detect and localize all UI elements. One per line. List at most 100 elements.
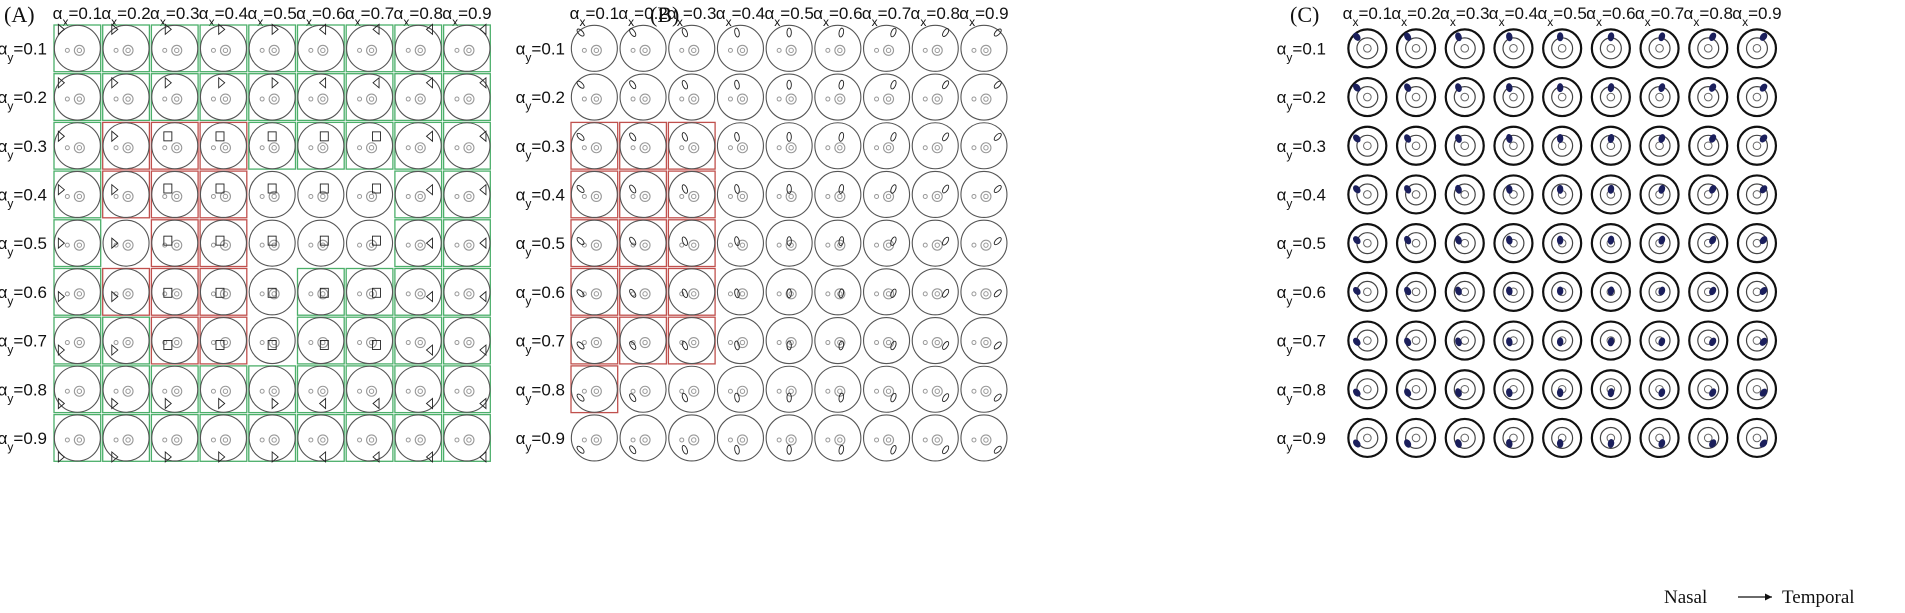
- optic-disc: [874, 242, 880, 248]
- stimulus-blob: [1759, 83, 1768, 92]
- axis-subscript: x: [257, 15, 263, 29]
- equals-sign: =: [531, 137, 541, 156]
- inner-ring: [1745, 37, 1768, 60]
- fovea-dot: [983, 388, 989, 394]
- inner-ring: [1551, 37, 1574, 60]
- fovea-dot: [320, 437, 326, 443]
- receptive-field-mark: [890, 445, 897, 455]
- fovea-dot: [271, 193, 277, 200]
- visual-field-circle: [248, 316, 296, 365]
- equals-sign: =: [263, 4, 273, 23]
- grid-cell: [394, 316, 443, 365]
- stimulus-blob: [1556, 184, 1564, 194]
- fovea-ring: [639, 190, 651, 202]
- stimulus-blob: [1404, 134, 1412, 143]
- axis-value: 0.8: [541, 380, 565, 399]
- visual-field-circle: [394, 365, 442, 413]
- stimulus-blob: [1506, 184, 1513, 194]
- grid-cell: [296, 23, 345, 73]
- fovea-ring: [931, 336, 943, 349]
- receptive-field-mark: [890, 80, 897, 90]
- fovea-dot: [417, 47, 423, 54]
- fovea-dot: [739, 291, 746, 297]
- fovea-dot: [222, 47, 229, 54]
- receptive-field-mark: [734, 184, 740, 194]
- visual-field-circle: [765, 24, 813, 72]
- fovea-ring: [219, 288, 231, 300]
- center-ring: [1752, 238, 1762, 248]
- alpha-symbol: α: [516, 185, 526, 204]
- inner-ring: [1599, 426, 1622, 449]
- grid-cell: [1444, 174, 1485, 215]
- visual-field-circle: [53, 122, 101, 170]
- inner-ring: [1697, 329, 1720, 352]
- center-ring: [1411, 190, 1421, 199]
- outer-ring: [1395, 369, 1437, 410]
- fovea-dot: [983, 339, 989, 346]
- stimulus-blob: [1353, 337, 1361, 346]
- receptive-field-mark: [372, 397, 380, 410]
- stimulus-blob: [1556, 388, 1564, 398]
- visual-field-circle: [960, 268, 1008, 316]
- receptive-field-mark: [942, 445, 950, 455]
- grid-cell: [1444, 417, 1485, 459]
- visual-field-circle: [151, 414, 199, 462]
- equals-sign: =: [13, 380, 23, 399]
- inner-ring: [1453, 183, 1476, 206]
- grid-cell: [102, 316, 151, 365]
- alpha-symbol: α: [862, 4, 872, 23]
- grid-cell: [248, 219, 296, 267]
- optic-disc: [64, 145, 70, 151]
- equals-sign: =: [926, 4, 936, 23]
- stimulus-blob: [1658, 235, 1666, 245]
- optic-disc: [581, 193, 587, 199]
- grid-cell: [102, 413, 151, 463]
- fovea-dot: [739, 437, 746, 443]
- fovea-dot: [885, 47, 892, 54]
- grid-cell: [102, 73, 151, 122]
- axis-subscript: y: [525, 343, 531, 357]
- visual-field-circle: [570, 73, 618, 121]
- axis-subscript: y: [7, 294, 13, 308]
- fovea-ring: [590, 44, 602, 56]
- fovea-ring: [980, 434, 992, 446]
- fovea-dot: [417, 291, 423, 297]
- fovea-ring: [639, 93, 651, 105]
- visual-field-circle: [619, 170, 667, 218]
- receptive-field-mark: [164, 23, 172, 36]
- stimulus-blob: [1556, 133, 1564, 143]
- receptive-field-mark: [372, 131, 381, 142]
- receptive-field-mark: [479, 344, 487, 357]
- alpha-symbol: α: [345, 4, 355, 23]
- grid-cell: [1688, 174, 1729, 215]
- receptive-field-mark: [993, 132, 1002, 141]
- center-ring: [1460, 433, 1470, 443]
- fovea-dot: [837, 193, 843, 200]
- stimulus-blob: [1759, 439, 1768, 448]
- visual-field-circle: [960, 365, 1008, 413]
- grid-cell: [960, 268, 1008, 316]
- fovea-dot: [368, 339, 375, 346]
- grid-cell: [911, 316, 959, 365]
- receptive-field-mark: [838, 79, 845, 90]
- fovea-dot: [222, 193, 229, 200]
- grid-cell: [667, 170, 716, 219]
- grid-cell: [862, 73, 911, 121]
- optic-disc: [874, 193, 880, 199]
- axis-subscript: y: [525, 391, 531, 405]
- outer-ring: [1444, 125, 1485, 166]
- optic-disc: [679, 193, 685, 199]
- optic-disc: [259, 437, 265, 443]
- receptive-field-mark: [425, 23, 433, 36]
- visual-field-circle: [619, 414, 667, 462]
- outer-ring: [1395, 125, 1437, 166]
- center-ring: [1460, 141, 1470, 151]
- receptive-field-mark: [629, 445, 637, 455]
- receptive-field-mark: [425, 397, 433, 410]
- alpha-symbol: α: [394, 4, 404, 23]
- axis-value: 0.2: [127, 4, 151, 23]
- fovea-dot: [739, 47, 746, 54]
- panel-c: (C) αx=0.1 αx=0.2 αx=0.3 αx=0.4 αx=0.5 αx=0.6…: [1277, 2, 1782, 459]
- visual-field-circle: [911, 219, 959, 267]
- visual-field-circle: [199, 414, 247, 462]
